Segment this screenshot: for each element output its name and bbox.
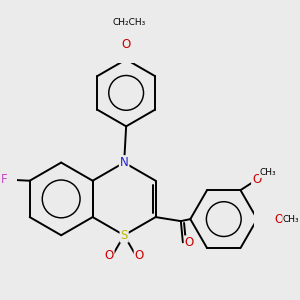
- Text: O: O: [122, 38, 131, 51]
- Text: N: N: [120, 156, 128, 169]
- Text: O: O: [185, 236, 194, 249]
- Text: CH₃: CH₃: [260, 169, 276, 178]
- Text: F: F: [1, 173, 8, 186]
- Text: O: O: [135, 249, 144, 262]
- Text: O: O: [274, 213, 283, 226]
- Text: CH₂CH₃: CH₂CH₃: [112, 18, 145, 27]
- Text: O: O: [252, 172, 261, 185]
- Text: O: O: [104, 249, 114, 262]
- Text: CH₃: CH₃: [283, 214, 299, 224]
- Text: S: S: [120, 229, 128, 242]
